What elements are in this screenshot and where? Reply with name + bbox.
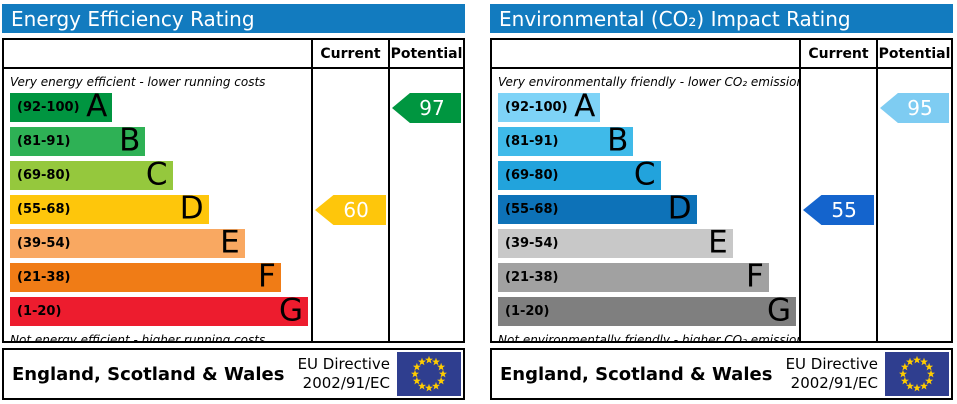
band-letter: C: [145, 156, 168, 193]
band-chart-area: Very environmentally friendly - lower CO…: [492, 69, 801, 341]
band-range: (81-91): [17, 134, 71, 149]
band-letter: D: [667, 190, 692, 227]
rating-bands: (92-100) A (81-91) B (69-80) C (55-68) D: [4, 88, 311, 329]
top-note: Very energy efficient - lower running co…: [10, 75, 266, 89]
band-e: (39-54) E: [498, 224, 733, 261]
band-letter: E: [708, 224, 728, 261]
eu-directive-label: EU Directive 2002/91/EC: [786, 355, 885, 393]
band-e: (39-54) E: [10, 224, 245, 261]
potential-column-header: Potential: [878, 40, 951, 69]
band-d: (55-68) D: [498, 190, 697, 227]
band-c: (69-80) C: [498, 156, 661, 193]
band-a: (92-100) A: [10, 88, 113, 125]
band-range: (69-80): [505, 168, 559, 183]
band-range: (21-38): [505, 270, 559, 285]
eu-directive-line1: EU Directive: [785, 355, 878, 374]
eu-directive-line2: 2002/91/EC: [302, 374, 390, 392]
band-range: (1-20): [505, 304, 550, 319]
band-letter: D: [179, 190, 204, 227]
band-letter: G: [278, 292, 303, 329]
band-range: (92-100): [17, 100, 80, 115]
eu-flag-icon: [397, 352, 461, 396]
eu-directive-line2: 2002/91/EC: [790, 374, 878, 392]
band-letter: F: [746, 258, 764, 295]
bottom-note: Not environmentally friendly - higher CO…: [498, 333, 801, 341]
potential-rating-arrow: 95: [880, 93, 949, 123]
footer-bar: England, Scotland & Wales EU Directive 2…: [490, 348, 953, 400]
band-d: (55-68) D: [10, 190, 209, 227]
band-range: (81-91): [505, 134, 559, 149]
band-g: (1-20) G: [10, 292, 308, 329]
footer-bar: England, Scotland & Wales EU Directive 2…: [2, 348, 465, 400]
potential-rating-arrow: 97: [392, 93, 461, 123]
band-b: (81-91) B: [498, 122, 634, 159]
current-rating-arrow: 60: [315, 195, 386, 225]
band-a: (92-100) A: [498, 88, 601, 125]
band-b: (81-91) B: [10, 122, 146, 159]
current-column: 60: [313, 69, 390, 341]
header-spacer-cell: [492, 40, 801, 69]
band-range: (92-100): [505, 100, 568, 115]
band-letter: A: [574, 88, 596, 125]
potential-column: 97: [390, 69, 463, 341]
potential-column-header: Potential: [390, 40, 463, 69]
panel-title: Energy Efficiency Rating: [2, 4, 465, 33]
eu-directive-line1: EU Directive: [297, 355, 390, 374]
rating-table: Current Potential Very energy efficient …: [2, 38, 465, 343]
region-label: England, Scotland & Wales: [12, 363, 285, 385]
rating-table: Current Potential Very environmentally f…: [490, 38, 953, 343]
potential-column: 95: [878, 69, 951, 341]
band-g: (1-20) G: [498, 292, 796, 329]
region-label: England, Scotland & Wales: [500, 363, 773, 385]
bottom-note: Not energy efficient - higher running co…: [10, 333, 266, 341]
energy-efficiency-panel: Energy Efficiency Rating Current Potenti…: [2, 4, 465, 400]
eu-flag-stars: [899, 355, 935, 392]
panel-title: Environmental (CO₂) Impact Rating: [490, 4, 953, 33]
eu-flag-icon: [885, 352, 949, 396]
band-letter: E: [220, 224, 240, 261]
band-range: (1-20): [17, 304, 62, 319]
current-rating-arrow: 55: [803, 195, 874, 225]
band-f: (21-38) F: [10, 258, 281, 295]
band-letter: F: [258, 258, 276, 295]
band-range: (69-80): [17, 168, 71, 183]
band-letter: G: [766, 292, 791, 329]
band-range: (39-54): [17, 236, 71, 251]
band-letter: B: [607, 122, 629, 159]
current-column-header: Current: [313, 40, 390, 69]
band-letter: C: [633, 156, 656, 193]
eu-flag-stars: [411, 355, 447, 392]
band-range: (39-54): [505, 236, 559, 251]
eu-directive-label: EU Directive 2002/91/EC: [298, 355, 397, 393]
band-range: (55-68): [17, 202, 71, 217]
rating-bands: (92-100) A (81-91) B (69-80) C (55-68) D: [492, 88, 799, 329]
band-chart-area: Very energy efficient - lower running co…: [4, 69, 313, 341]
band-range: (55-68): [505, 202, 559, 217]
current-column: 55: [801, 69, 878, 341]
band-c: (69-80) C: [10, 156, 173, 193]
band-f: (21-38) F: [498, 258, 769, 295]
band-letter: B: [119, 122, 141, 159]
band-letter: A: [86, 88, 108, 125]
current-column-header: Current: [801, 40, 878, 69]
header-spacer-cell: [4, 40, 313, 69]
environmental-impact-panel: Environmental (CO₂) Impact Rating Curren…: [490, 4, 953, 400]
band-range: (21-38): [17, 270, 71, 285]
top-note: Very environmentally friendly - lower CO…: [498, 75, 801, 89]
